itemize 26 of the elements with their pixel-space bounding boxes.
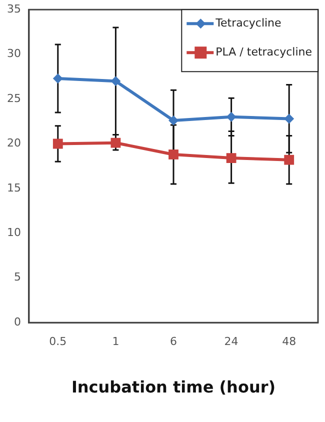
y-tick-label: 35 — [6, 2, 21, 16]
point — [52, 73, 63, 84]
y-tick-label: 20 — [6, 136, 21, 150]
x-tick-label: 24 — [224, 335, 238, 348]
y-tick-label: 25 — [6, 92, 21, 105]
x-tick-label: 1 — [112, 335, 120, 348]
point — [168, 150, 178, 160]
y-tick-label: 5 — [14, 270, 21, 284]
point — [52, 138, 63, 149]
point — [284, 154, 294, 165]
point — [284, 114, 294, 124]
x-tick-label: 48 — [282, 335, 296, 348]
point — [226, 112, 236, 122]
point — [168, 115, 178, 126]
legend-label: Tetracycline — [214, 16, 282, 30]
y-tick-label: 15 — [6, 181, 21, 194]
y-tick-label: 10 — [6, 226, 21, 240]
point — [110, 138, 121, 148]
legend-label: PLA / tetracycline — [216, 45, 312, 58]
x-tick-label: 6 — [170, 335, 177, 348]
x-tick-label: 0.5 — [49, 335, 67, 348]
x-axis-title: Incubation time (hour) — [71, 378, 276, 397]
y-tick-label: 0 — [14, 315, 21, 328]
y-tick-label: 30 — [6, 47, 21, 60]
point — [226, 153, 236, 163]
point — [110, 76, 121, 86]
